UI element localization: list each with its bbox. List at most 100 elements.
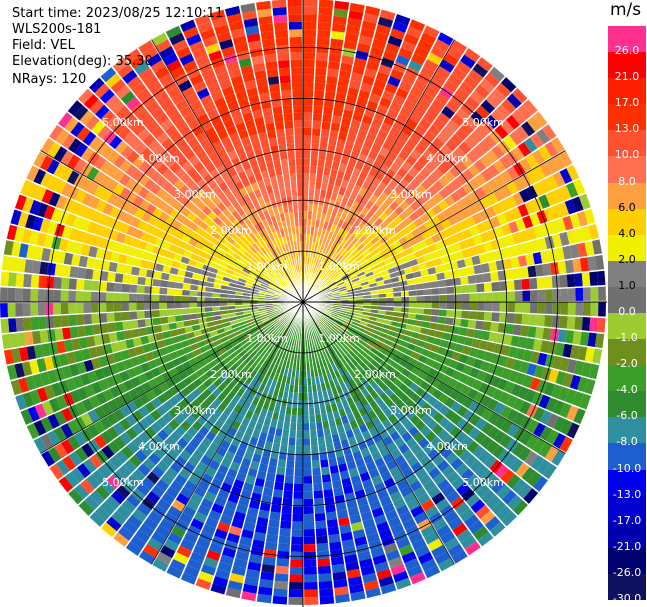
ppi-gate — [303, 97, 313, 106]
ppi-gate — [257, 249, 265, 257]
ppi-gate — [334, 92, 347, 102]
ppi-gate — [114, 321, 124, 332]
ppi-gate — [41, 450, 56, 468]
ppi-gate — [119, 187, 132, 200]
ppi-gate — [325, 340, 332, 348]
ppi-gate — [376, 568, 392, 580]
ppi-gate — [139, 523, 155, 538]
ppi-gate — [355, 254, 365, 262]
ppi-gate — [220, 351, 230, 360]
ppi-gate — [399, 511, 414, 524]
ppi-gate — [100, 145, 115, 160]
ppi-gate — [344, 380, 353, 390]
ppi-gate — [358, 503, 371, 514]
ring-label: 3.00km — [174, 188, 216, 201]
ppi-gate — [125, 96, 141, 111]
ppi-gate — [456, 528, 473, 543]
ppi-gate — [437, 428, 450, 441]
ppi-gate — [327, 355, 334, 365]
ppi-gate — [321, 253, 327, 262]
ppi-gate — [257, 347, 265, 355]
ppi-gate — [255, 0, 271, 11]
ppi-gate — [201, 68, 216, 81]
ppi-gate — [314, 321, 320, 329]
ray-separator — [255, 2, 304, 303]
ppi-gate — [344, 214, 352, 224]
ppi-gate — [578, 193, 591, 210]
ppi-gate — [533, 364, 545, 379]
ppi-gate — [234, 295, 243, 299]
ppi-gate — [451, 66, 467, 81]
ppi-gate — [243, 265, 253, 272]
ppi-gate — [171, 149, 184, 162]
ppi-gate — [329, 337, 337, 345]
ppi-gate — [382, 49, 398, 62]
ppi-gate — [274, 580, 289, 590]
ppi-gate — [61, 265, 71, 278]
ppi-gate — [347, 207, 356, 217]
ppi-gate — [315, 59, 328, 69]
ray-separator — [224, 301, 304, 595]
ppi-gate — [411, 331, 421, 339]
ppi-gate — [263, 153, 273, 163]
ppi-gate — [295, 158, 303, 166]
ppi-gate — [360, 225, 369, 235]
ppi-gate — [446, 119, 460, 133]
ppi-gate — [295, 226, 300, 235]
ppi-gate — [474, 84, 490, 99]
ppi-gate — [22, 303, 31, 317]
ppi-gate — [392, 311, 401, 318]
ppi-gate — [60, 290, 69, 302]
ppi-gate — [190, 518, 205, 531]
ppi-gate — [347, 268, 356, 276]
ppi-gate — [344, 453, 355, 463]
ppi-gate — [313, 90, 325, 99]
ppi-gate — [487, 362, 498, 375]
ppi-gate — [575, 302, 584, 316]
ppi-gate — [358, 274, 367, 281]
ppi-gate — [338, 462, 349, 473]
ppi-gate — [274, 167, 283, 177]
ppi-gate — [345, 243, 354, 252]
ppi-gate — [239, 274, 248, 281]
ppi-gate — [315, 276, 321, 284]
ray-separator — [302, 301, 558, 468]
ppi-gate — [327, 239, 334, 248]
ppi-gate — [535, 128, 551, 145]
ppi-gate — [285, 311, 292, 318]
ppi-gate — [393, 137, 406, 150]
ppi-gate — [450, 401, 462, 413]
ppi-gate — [531, 197, 544, 212]
ppi-gate — [28, 230, 40, 246]
ppi-gate — [409, 111, 422, 124]
ppi-gate — [240, 326, 250, 333]
ppi-gate — [161, 492, 176, 506]
ppi-gate — [205, 516, 219, 529]
ppi-gate — [455, 392, 468, 405]
ppi-gate — [384, 206, 394, 216]
ppi-gate — [130, 237, 141, 249]
ppi-gate — [312, 475, 323, 484]
ppi-gate — [315, 173, 323, 183]
ppi-gate — [260, 455, 270, 466]
ppi-gate — [204, 491, 217, 503]
ppi-gate — [230, 256, 240, 265]
ppi-gate — [546, 429, 560, 445]
ppi-gate — [337, 315, 346, 321]
ppi-gate — [81, 192, 94, 207]
ppi-gate — [492, 291, 500, 302]
ppi-gate — [442, 433, 455, 447]
ppi-gate — [237, 397, 247, 407]
ray-separator — [32, 301, 304, 440]
ppi-gate — [203, 378, 213, 389]
ppi-gate — [239, 339, 248, 347]
ppi-gate — [211, 262, 220, 270]
ppi-gate — [524, 200, 537, 215]
ppi-gate — [337, 227, 345, 237]
ppi-gate — [229, 351, 239, 360]
ppi-gate — [195, 131, 208, 144]
ppi-gate — [279, 366, 286, 376]
ppi-gate — [232, 219, 241, 229]
ppi-gate — [193, 544, 208, 557]
ppi-gate — [386, 334, 395, 342]
